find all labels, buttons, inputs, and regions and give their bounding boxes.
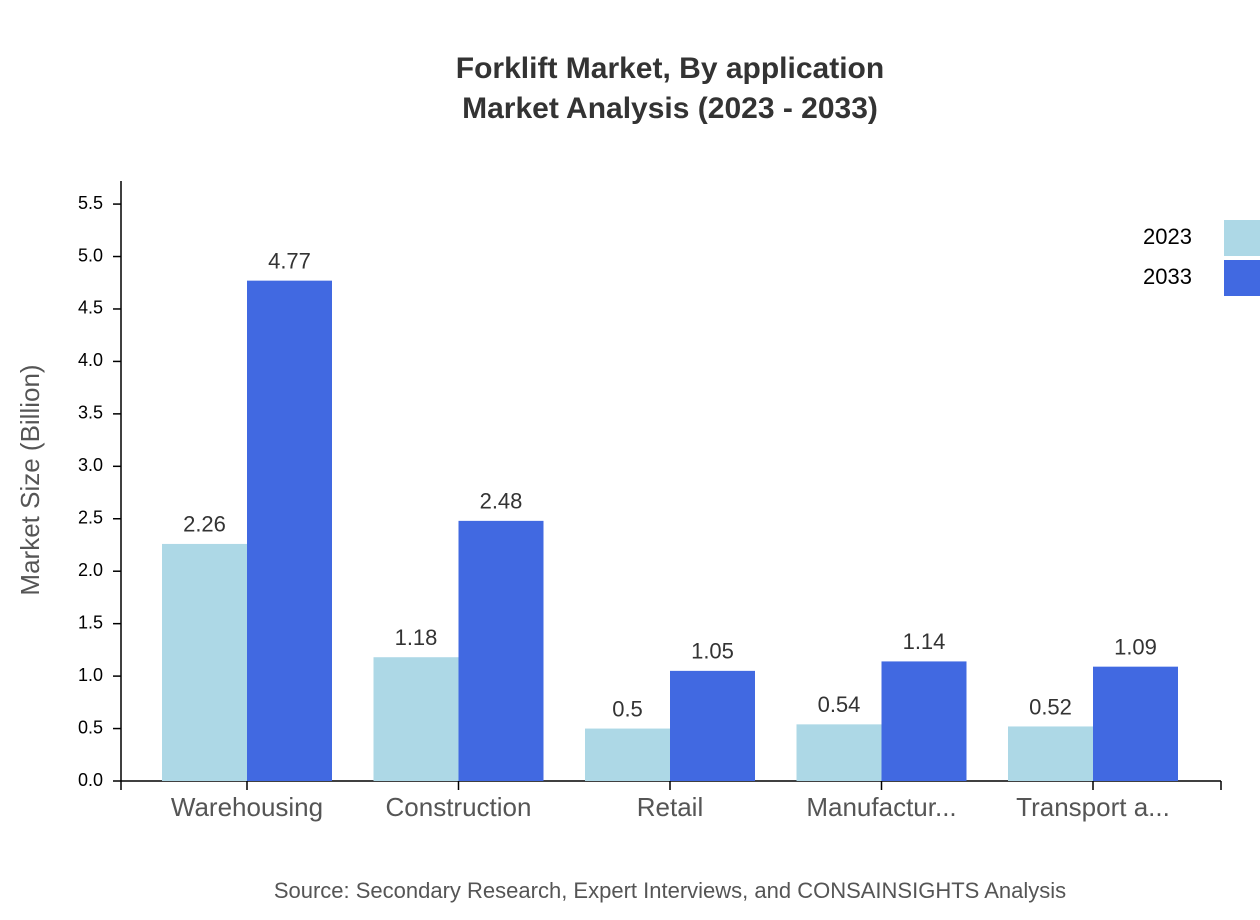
- y-tick-label: 1.5: [78, 612, 103, 632]
- bar: [458, 520, 544, 781]
- y-tick-label: 2.0: [78, 560, 103, 580]
- y-tick-label: 3.5: [78, 403, 103, 423]
- y-tick-label: 4.0: [78, 350, 103, 370]
- y-axis-label: Market Size (Billion): [15, 364, 45, 595]
- value-label: 2.48: [480, 489, 523, 514]
- legend-swatch: [1224, 220, 1260, 256]
- value-label: 1.09: [1114, 634, 1157, 659]
- chart-title: Forklift Market, By application: [456, 52, 884, 85]
- y-tick-label: 1.0: [78, 665, 103, 685]
- value-label: 0.54: [818, 692, 861, 717]
- bar: [373, 657, 459, 781]
- chart-subtitle: Market Analysis (2023 - 2033): [462, 92, 878, 125]
- y-tick-label: 0.5: [78, 717, 103, 737]
- bar: [247, 280, 332, 781]
- bar: [585, 728, 670, 781]
- legend-label: 2023: [1143, 224, 1192, 249]
- value-label: 0.5: [612, 696, 643, 721]
- x-tick-label: Manufactur...: [806, 792, 956, 822]
- x-tick-label: Transport a...: [1016, 792, 1170, 822]
- x-tick-label: Construction: [386, 792, 532, 822]
- value-label: 4.77: [268, 248, 311, 273]
- legend-label: 2033: [1143, 264, 1192, 289]
- bar: [1093, 666, 1178, 781]
- bar: [162, 543, 247, 781]
- y-tick-label: 5.0: [78, 245, 103, 265]
- x-tick-label: Retail: [637, 792, 703, 822]
- y-tick-label: 4.5: [78, 298, 103, 318]
- y-tick-label: 2.5: [78, 508, 103, 528]
- y-tick-label: 3.0: [78, 455, 103, 475]
- value-label: 1.14: [903, 629, 946, 654]
- value-label: 1.05: [691, 639, 734, 664]
- y-tick-label: 5.5: [78, 193, 103, 213]
- bar: [1008, 726, 1093, 781]
- source-note: Source: Secondary Research, Expert Inter…: [274, 878, 1066, 903]
- value-label: 2.26: [183, 512, 226, 537]
- legend-swatch: [1224, 260, 1260, 296]
- bar: [881, 661, 967, 781]
- bar: [796, 724, 882, 781]
- value-label: 0.52: [1029, 694, 1072, 719]
- value-label: 1.18: [395, 625, 438, 650]
- y-tick-label: 0.0: [78, 770, 103, 790]
- bar: [670, 670, 755, 781]
- x-tick-label: Warehousing: [171, 792, 323, 822]
